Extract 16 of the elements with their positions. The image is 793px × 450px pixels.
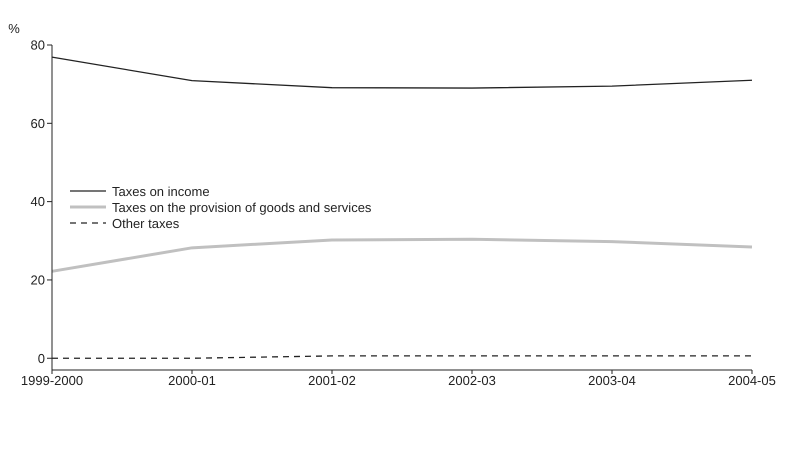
y-tick-label: 40 [30, 194, 45, 210]
line-series [50, 238, 754, 273]
x-tick-label: 1999-2000 [20, 373, 84, 388]
x-tick-label: 2002-03 [448, 373, 496, 388]
y-tick-label: 60 [30, 116, 45, 131]
y-tick-label: 20 [30, 272, 45, 288]
y-tick-label: 80 [30, 38, 45, 53]
legend-label: Taxes on the provision of goods and services [112, 200, 372, 214]
x-tick-label: 2003-04 [588, 373, 636, 388]
y-axis-title: % [8, 21, 20, 36]
x-tick-label: 2004-05 [728, 373, 776, 388]
x-tick-label: 2001-02 [308, 373, 356, 388]
y-tick-label: 0 [38, 350, 45, 366]
legend-label: Other taxes [112, 216, 180, 230]
x-tick-label: 2000-01 [168, 373, 216, 388]
legend-label: Taxes on income [112, 184, 210, 198]
